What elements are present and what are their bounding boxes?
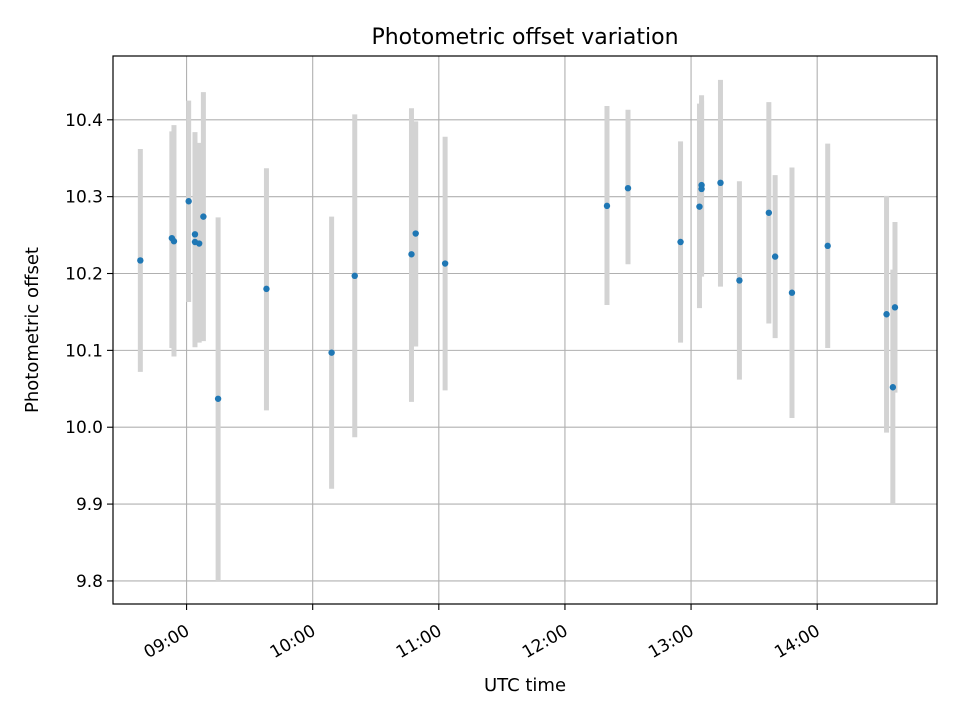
grid xyxy=(113,56,937,604)
data-point xyxy=(441,260,449,267)
chart-title: Photometric offset variation xyxy=(371,25,678,50)
data-points xyxy=(137,179,899,402)
data-point xyxy=(263,285,270,293)
y-tick-label: 10.3 xyxy=(65,188,103,208)
data-point xyxy=(200,213,207,220)
x-axis-label: UTC time xyxy=(484,675,566,696)
data-point xyxy=(788,289,796,296)
y-tick-label: 10.1 xyxy=(65,341,103,361)
x-axis-ticks: 09:00 10:00 11:00 12:00 13:00 14:00 xyxy=(141,604,824,663)
x-tick-label: 09:00 xyxy=(141,621,193,663)
data-point xyxy=(677,238,684,246)
data-point xyxy=(765,209,773,216)
y-tick-label: 10.4 xyxy=(65,111,103,131)
data-point xyxy=(170,238,178,245)
data-point xyxy=(624,184,632,192)
data-point xyxy=(717,179,724,187)
data-point xyxy=(408,251,415,258)
data-point xyxy=(351,272,358,280)
data-point xyxy=(824,242,831,250)
y-tick-label: 9.8 xyxy=(76,572,103,592)
data-point xyxy=(883,311,890,318)
y-axis-ticks: 9.8 9.9 10.0 10.1 10.2 10.3 10.4 xyxy=(65,111,113,592)
x-tick-label: 12:00 xyxy=(519,621,571,663)
data-point xyxy=(889,384,897,391)
data-point xyxy=(185,198,192,205)
y-tick-label: 10.0 xyxy=(65,418,103,438)
data-point xyxy=(412,230,419,237)
x-tick-label: 13:00 xyxy=(645,621,697,663)
y-axis-label: Photometric offset xyxy=(22,247,43,413)
x-tick-label: 11:00 xyxy=(393,621,445,663)
data-point xyxy=(696,203,703,210)
data-point xyxy=(137,257,144,264)
x-tick-label: 10:00 xyxy=(267,621,319,663)
data-point xyxy=(736,277,743,284)
data-point xyxy=(698,181,705,189)
data-point xyxy=(214,395,222,402)
data-point xyxy=(328,349,335,356)
plot-frame xyxy=(112,55,938,605)
data-point xyxy=(191,231,199,238)
data-point xyxy=(771,253,779,260)
y-tick-label: 10.2 xyxy=(65,265,103,285)
y-tick-label: 9.9 xyxy=(76,495,103,515)
x-tick-label: 14:00 xyxy=(771,621,823,663)
data-point xyxy=(891,304,899,311)
error-bars xyxy=(137,79,898,581)
data-point xyxy=(603,202,611,210)
data-point xyxy=(195,240,203,247)
